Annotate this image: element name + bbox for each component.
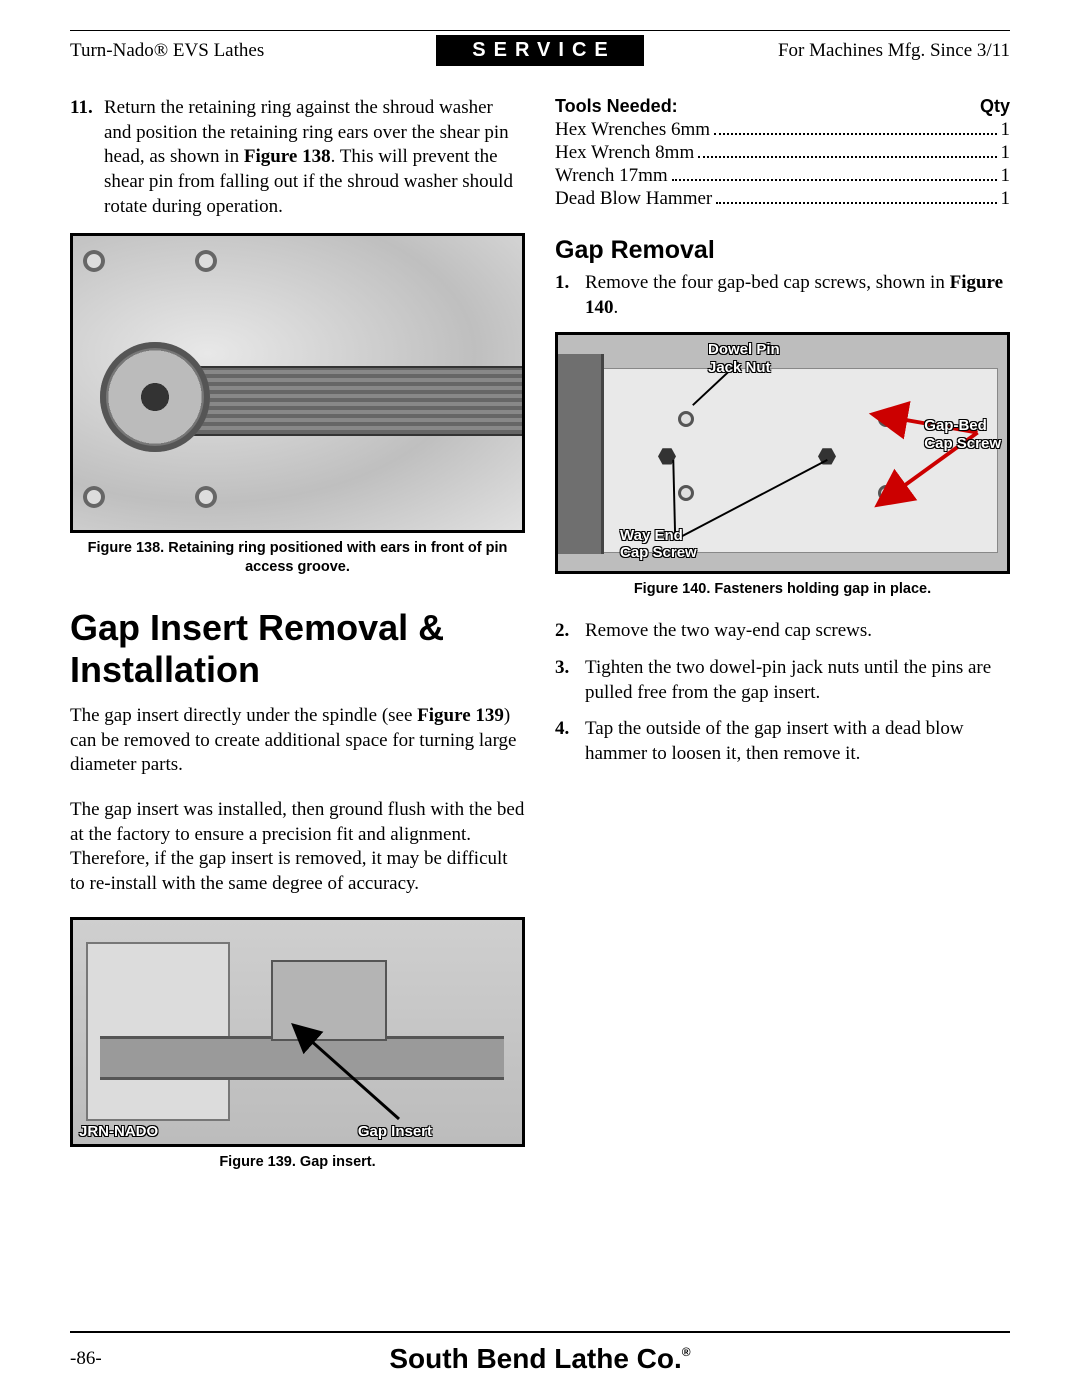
header-center-badge: SERVICE <box>436 35 643 66</box>
step-11-number: 11. <box>70 96 104 219</box>
tool-qty: 1 <box>1001 119 1011 141</box>
left-column: 11. Return the retaining ring against th… <box>70 96 525 1182</box>
tool-name: Wrench 17mm <box>555 165 668 187</box>
tool-name: Hex Wrenches 6mm <box>555 119 710 141</box>
page-footer: -86- South Bend Lathe Co.® <box>70 1331 1010 1375</box>
step-1: 1. Remove the four gap-bed cap screws, s… <box>555 271 1010 320</box>
right-column: Tools Needed: Qty Hex Wrenches 6mm 1 Hex… <box>555 96 1010 1182</box>
figure-139-brand: JRN-NADO <box>79 1123 158 1140</box>
tool-qty: 1 <box>1001 142 1011 164</box>
step-2: 2. Remove the two way-end cap screws. <box>555 619 1010 644</box>
leader-dots <box>698 156 996 158</box>
step-11: 11. Return the retaining ring against th… <box>70 96 525 219</box>
figure-140: Dowel Pin Jack Nut Gap-Bed Cap Screw Way… <box>555 332 1010 574</box>
figure-139-label: Gap Insert <box>358 1123 432 1140</box>
step-3-num: 3. <box>555 656 585 705</box>
step-2-num: 2. <box>555 619 585 644</box>
step-3-text: Tighten the two dowel-pin jack nuts unti… <box>585 656 1010 705</box>
step-3: 3. Tighten the two dowel-pin jack nuts u… <box>555 656 1010 705</box>
step-11-fig-ref: Figure 138 <box>244 146 331 167</box>
tools-heading-right: Qty <box>980 96 1010 117</box>
page-header: Turn-Nado® EVS Lathes SERVICE For Machin… <box>70 35 1010 66</box>
fig140-label-wayend: Way End Cap Screw <box>620 527 697 562</box>
tool-qty: 1 <box>1001 188 1011 210</box>
intro-para-1: The gap insert directly under the spindl… <box>70 704 525 778</box>
header-right: For Machines Mfg. Since 3/11 <box>644 40 1010 62</box>
fig140-label-dowel: Dowel Pin Jack Nut <box>708 341 780 376</box>
footer-brand: South Bend Lathe Co.® <box>130 1343 950 1375</box>
tool-line: Hex Wrenches 6mm 1 <box>555 119 1010 141</box>
tool-qty: 1 <box>1001 165 1011 187</box>
page-number: -86- <box>70 1348 130 1370</box>
step-1-num: 1. <box>555 271 585 320</box>
figure-140-caption: Figure 140. Fasteners holding gap in pla… <box>555 580 1010 599</box>
tool-line: Hex Wrench 8mm 1 <box>555 142 1010 164</box>
figure-138 <box>70 233 525 533</box>
step-4-num: 4. <box>555 717 585 766</box>
tool-line: Dead Blow Hammer 1 <box>555 188 1010 210</box>
step-1-text: Remove the four gap-bed cap screws, show… <box>585 271 1010 320</box>
step-11-text: Return the retaining ring against the sh… <box>104 96 525 219</box>
figure-139: JRN-NADO Gap Insert <box>70 917 525 1147</box>
leader-dots <box>714 133 996 135</box>
intro-para-1a: The gap insert directly under the spindl… <box>70 705 417 726</box>
step-4-text: Tap the outside of the gap insert with a… <box>585 717 1010 766</box>
header-left: Turn-Nado® EVS Lathes <box>70 40 436 62</box>
leader-dots <box>716 202 996 204</box>
section-title: Gap Insert Removal & Installation <box>70 607 525 690</box>
step-2-text: Remove the two way-end cap screws. <box>585 619 1010 644</box>
content-columns: 11. Return the retaining ring against th… <box>70 96 1010 1182</box>
intro-para-2: The gap insert was installed, then groun… <box>70 798 525 897</box>
fig140-label-gapbed: Gap-Bed Cap Screw <box>924 417 1001 452</box>
intro-para-1-figref: Figure 139 <box>417 705 504 726</box>
gap-removal-heading: Gap Removal <box>555 236 1010 265</box>
step-1-a: Remove the four gap-bed cap screws, show… <box>585 272 950 293</box>
tool-name: Hex Wrench 8mm <box>555 142 694 164</box>
tool-name: Dead Blow Hammer <box>555 188 712 210</box>
footer-rule <box>70 1331 1010 1333</box>
top-rule <box>70 30 1010 31</box>
figure-138-caption: Figure 138. Retaining ring positioned wi… <box>70 539 525 577</box>
figure-139-caption: Figure 139. Gap insert. <box>70 1153 525 1172</box>
step-1-b: . <box>614 297 619 318</box>
tool-line: Wrench 17mm 1 <box>555 165 1010 187</box>
tools-heading-left: Tools Needed: <box>555 96 678 117</box>
leader-dots <box>672 179 997 181</box>
tools-heading: Tools Needed: Qty <box>555 96 1010 117</box>
step-4: 4. Tap the outside of the gap insert wit… <box>555 717 1010 766</box>
